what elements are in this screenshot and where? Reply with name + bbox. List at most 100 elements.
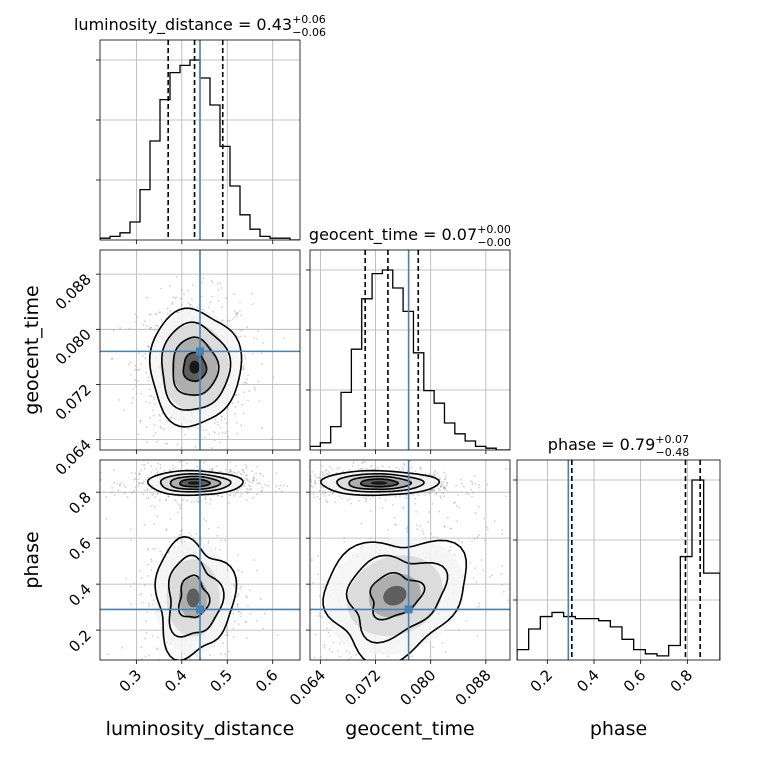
scatter-point	[225, 634, 228, 636]
scatter-point	[405, 496, 408, 499]
scatter-point	[210, 279, 213, 282]
scatter-point	[220, 419, 223, 422]
scatter-point	[471, 481, 474, 484]
scatter-point	[244, 474, 247, 477]
scatter-point	[298, 674, 300, 676]
contour-line	[148, 307, 243, 428]
scatter-point	[247, 374, 250, 377]
scatter-point	[262, 475, 265, 478]
scatter-point	[233, 316, 236, 319]
scatter-point	[203, 461, 205, 464]
scatter-point	[153, 505, 156, 508]
scatter-point	[301, 483, 303, 485]
scatter-point	[238, 487, 241, 490]
scatter-point	[138, 368, 141, 371]
scatter-point	[149, 326, 152, 329]
scatter-point	[384, 499, 387, 502]
scatter-point	[473, 537, 476, 540]
scatter-point	[357, 468, 360, 471]
scatter-point	[183, 433, 186, 436]
scatter-point	[362, 461, 365, 464]
scatter-point	[336, 467, 339, 470]
scatter-point	[216, 282, 219, 285]
scatter-point	[243, 335, 246, 338]
scatter-point	[405, 528, 408, 530]
scatter-point	[486, 528, 489, 531]
scatter-point	[331, 676, 333, 678]
scatter-point	[305, 476, 307, 478]
scatter-point	[229, 468, 231, 471]
scatter-point	[314, 482, 317, 485]
scatter-point	[138, 472, 140, 475]
scatter-point	[255, 493, 258, 496]
scatter-point	[147, 476, 150, 479]
histogram-phase: 0.2 0.4 0.6 0.8	[513, 459, 721, 696]
scatter-point	[403, 464, 406, 466]
x-tick-label: 0.4	[573, 666, 603, 696]
scatter-point	[419, 466, 422, 469]
scatter-point	[471, 539, 473, 542]
scatter-point	[137, 369, 139, 371]
scatter-point	[147, 563, 150, 566]
scatter-point	[175, 275, 178, 278]
scatter-point	[211, 467, 214, 470]
scatter-point	[229, 494, 231, 497]
scatter-point	[440, 485, 443, 488]
scatter-point	[251, 303, 254, 306]
scatter-point	[140, 482, 142, 485]
scatter-point	[229, 469, 232, 472]
scatter-point	[436, 471, 438, 474]
scatter-point	[441, 484, 444, 486]
scatter-point	[169, 284, 171, 287]
scatter-point	[214, 422, 216, 424]
scatter-point	[259, 598, 262, 601]
scatter-point	[244, 620, 247, 623]
contour-line	[159, 473, 232, 493]
scatter-point	[154, 473, 157, 476]
scatter-point	[482, 569, 485, 571]
scatter-point	[246, 596, 248, 599]
scatter-point	[364, 460, 367, 463]
scatter-point	[173, 546, 176, 548]
scatter-point	[230, 470, 232, 473]
scatter-point	[443, 478, 446, 481]
scatter-point	[363, 496, 365, 499]
scatter-point	[202, 429, 205, 431]
scatter-point	[472, 577, 475, 580]
scatter-point	[402, 506, 405, 509]
scatter-point	[333, 674, 335, 676]
scatter-point	[337, 649, 339, 652]
scatter-point	[134, 477, 137, 480]
scatter-point	[349, 469, 352, 472]
scatter-point	[245, 465, 248, 468]
scatter-point	[255, 479, 258, 481]
scatter-point	[322, 490, 325, 493]
scatter-point	[240, 473, 243, 476]
scatter-point	[144, 357, 147, 359]
scatter-point	[111, 486, 114, 489]
scatter-point	[422, 532, 425, 535]
title-plus: +0.00	[477, 223, 511, 236]
scatter-point	[189, 303, 192, 306]
scatter-point	[202, 308, 204, 311]
scatter-point	[134, 379, 137, 381]
scatter-point	[301, 489, 303, 491]
scatter-point	[221, 305, 224, 308]
scatter-point	[251, 470, 254, 473]
scatter-point	[243, 381, 245, 384]
scatter-point	[252, 479, 255, 481]
scatter-point	[179, 504, 182, 507]
scatter-point	[219, 548, 222, 551]
scatter-point	[485, 526, 488, 529]
scatter-point	[307, 641, 309, 643]
scatter-point	[120, 482, 123, 485]
scatter-point	[432, 536, 435, 538]
scatter-point	[169, 469, 172, 472]
histogram-luminosity_distance	[96, 39, 301, 244]
scatter-point	[312, 493, 315, 495]
scatter-point	[232, 627, 235, 630]
scatter-point	[500, 573, 503, 575]
scatter-point	[262, 627, 265, 630]
scatter-point	[276, 634, 279, 637]
